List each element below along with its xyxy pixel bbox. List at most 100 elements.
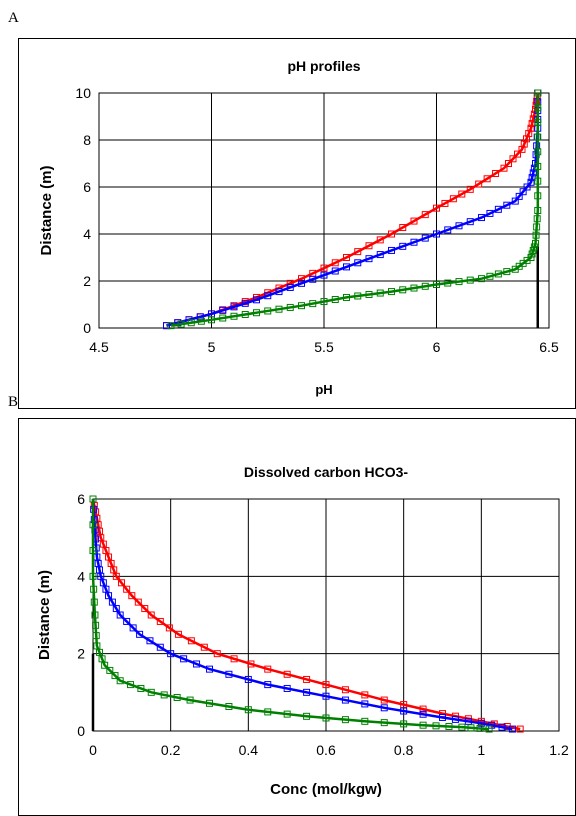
data-point — [494, 205, 502, 213]
data-point — [167, 322, 175, 330]
data-point — [343, 254, 350, 261]
y-tick-label: 0 — [83, 320, 91, 336]
data-point — [388, 288, 395, 296]
data-point — [466, 276, 474, 284]
data-point — [503, 268, 511, 276]
data-point — [410, 238, 418, 246]
data-point — [534, 104, 542, 112]
data-point — [244, 675, 252, 683]
data-point — [241, 299, 249, 307]
data-point — [354, 292, 362, 300]
data-point — [89, 572, 97, 580]
x-tick-label: 0.8 — [394, 742, 414, 758]
data-point — [89, 521, 97, 529]
data-point — [206, 665, 213, 673]
x-tick-label: 0.2 — [161, 742, 181, 758]
data-point — [516, 725, 524, 733]
data-point — [343, 263, 350, 271]
chart-panel-a: pH profiles 4.5 5 5.5 6 6.5 0 2 4 6 8 10 pH Distance … — [18, 38, 576, 409]
data-point — [525, 130, 533, 138]
data-point — [147, 688, 155, 696]
data-point — [331, 267, 339, 275]
data-point — [445, 722, 453, 730]
data-point — [410, 284, 418, 292]
data-point — [410, 217, 418, 225]
series-line — [91, 499, 490, 731]
plot-area-frame — [98, 92, 550, 329]
data-point — [477, 719, 485, 727]
data-point — [534, 133, 542, 141]
data-point — [455, 222, 463, 230]
data-point — [530, 243, 538, 251]
data-point — [167, 650, 175, 658]
data-point — [206, 699, 213, 707]
data-point — [196, 313, 204, 321]
data-point — [494, 270, 502, 278]
data-point — [116, 611, 124, 619]
y-tick-label: 6 — [83, 179, 91, 195]
data-point — [322, 681, 330, 689]
data-point — [320, 264, 328, 272]
data-point — [421, 282, 429, 290]
data-point — [528, 174, 536, 182]
data-point — [173, 693, 181, 701]
data-point — [492, 169, 500, 177]
data-point — [264, 681, 272, 689]
data-point — [165, 624, 173, 632]
data-point — [534, 177, 542, 185]
data-point — [177, 320, 185, 328]
data-point — [197, 317, 205, 325]
data-point — [376, 289, 384, 297]
data-point — [505, 160, 512, 167]
data-point — [146, 637, 154, 645]
data-point — [511, 197, 519, 205]
data-point — [508, 725, 516, 733]
data-point — [108, 598, 116, 606]
x-tick-label: 0.4 — [239, 742, 259, 758]
data-point — [341, 716, 349, 724]
data-point — [264, 665, 272, 673]
data-point — [475, 180, 483, 188]
x-tick-label: 6.5 — [539, 339, 559, 355]
data-point — [106, 666, 114, 674]
data-point — [264, 292, 272, 300]
data-point — [156, 617, 164, 625]
data-point — [419, 705, 427, 713]
data-point — [303, 712, 311, 720]
x-tick-label: 0.6 — [316, 742, 336, 758]
x-tick-label: 0 — [89, 742, 97, 758]
data-point — [156, 643, 164, 651]
data-point — [527, 254, 535, 261]
data-point — [230, 303, 238, 311]
data-point — [528, 250, 536, 258]
data-point — [451, 715, 459, 723]
series-3 — [167, 89, 542, 330]
data-point — [500, 164, 508, 172]
data-point — [322, 692, 330, 700]
data-point — [116, 677, 124, 685]
data-point — [533, 215, 541, 223]
data-point — [361, 691, 369, 699]
data-point — [433, 281, 440, 289]
data-point — [200, 643, 208, 651]
data-point — [187, 319, 195, 327]
data-point — [275, 288, 283, 296]
data-point — [180, 655, 188, 663]
data-point — [123, 617, 131, 625]
data-point — [421, 234, 429, 242]
series-1 — [89, 495, 524, 733]
data-point — [341, 686, 349, 694]
data-point — [247, 660, 255, 668]
data-point — [466, 218, 474, 226]
data-point — [380, 704, 388, 712]
series-line — [170, 93, 540, 327]
y-tick-label: 4 — [83, 226, 91, 242]
data-point — [90, 585, 98, 593]
data-point — [91, 611, 99, 619]
data-point — [419, 710, 427, 718]
series-1 — [163, 89, 542, 330]
x-axis-label: pH — [315, 382, 332, 397]
data-point — [529, 115, 537, 123]
x-tick-label: 6 — [433, 339, 441, 355]
data-point — [354, 248, 362, 256]
